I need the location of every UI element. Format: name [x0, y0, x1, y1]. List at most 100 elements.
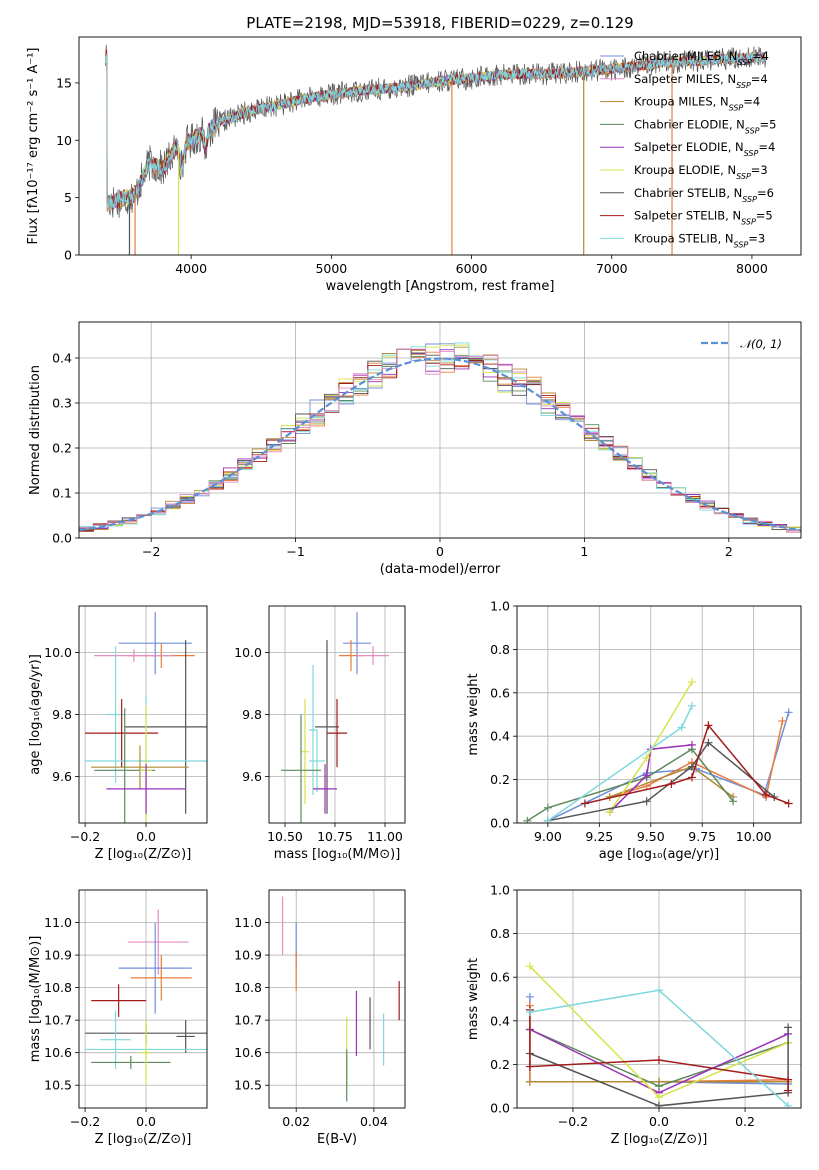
mass_vs_z-axes: −0.2 0.0 10.5 10.6 10.7 10.8 10.9 11.0 Z [log₁₀(… — [28, 890, 207, 1147]
plus-marker — [784, 1023, 793, 1032]
y-tick-label: 0.8 — [490, 926, 510, 941]
weight_vs_age-plot-area — [523, 677, 793, 823]
axes-frame — [78, 605, 208, 824]
y-tick-label: 10.0 — [44, 645, 72, 660]
x-axis-label: wavelength [Angstrom, rest frame] — [326, 279, 555, 294]
plus-marker — [667, 779, 676, 788]
plus-marker — [677, 723, 686, 732]
weight-series-chabrier-stelib — [547, 741, 775, 822]
data-point — [118, 612, 192, 675]
data-point — [315, 640, 339, 814]
y-tick-label: 9.8 — [52, 707, 72, 722]
plus-marker — [655, 1093, 663, 1102]
x-axis-label: Z [log₁₀(Z/Z⊙)] — [611, 1132, 708, 1147]
x-tick-label: −0.2 — [70, 829, 100, 844]
residuals-plot-area — [79, 342, 801, 533]
x-tick-label: 8000 — [736, 261, 768, 276]
y-tick-label: 0.2 — [490, 1057, 510, 1072]
data-point — [94, 649, 174, 662]
x-tick-label: 0.04 — [360, 1114, 388, 1129]
y-tick-label: 0.4 — [490, 1013, 510, 1028]
plus-marker — [642, 797, 651, 806]
plus-marker — [704, 738, 713, 747]
axes-frame — [516, 889, 802, 1109]
x-tick-label: −1 — [286, 544, 304, 559]
axes-frame — [78, 889, 208, 1109]
y-tick-label: 10.9 — [44, 948, 72, 963]
legend-label: Chabrier ELODIE, NSSP=5 — [634, 117, 776, 135]
plus-marker — [543, 816, 552, 823]
x-tick-label: −0.2 — [558, 1114, 588, 1129]
x-tick-label: 9.75 — [688, 829, 716, 844]
age_vs_z-axes: −0.2 0.0 9.6 9.8 10.0 Z [log₁₀(Z/Z⊙)] age [log… — [28, 606, 207, 862]
plus-marker — [784, 1075, 793, 1084]
y-tick-label: 10.0 — [234, 645, 262, 660]
x-tick-label: 5000 — [315, 261, 347, 276]
data-point — [118, 922, 192, 1014]
plus-marker — [784, 708, 793, 717]
legend-label: Kroupa STELIB, NSSP=3 — [634, 231, 765, 249]
plus-marker — [525, 962, 534, 971]
x-tick-label: 11.00 — [367, 829, 403, 844]
spectrum-plot-area — [105, 44, 767, 255]
data-point — [127, 909, 189, 975]
weight-series-chabrier-miles — [547, 712, 790, 822]
y-tick-label: 5 — [64, 190, 72, 205]
axes-frame — [268, 605, 406, 824]
y-tick-label: 15 — [56, 75, 72, 90]
plus-marker — [687, 701, 696, 710]
y-tick-label: 0.6 — [490, 970, 510, 985]
data-point — [100, 1010, 131, 1069]
y-tick-label: 10.6 — [44, 1045, 72, 1060]
y-tick-label: 0.1 — [52, 486, 72, 501]
x-tick-label: 0.0 — [136, 829, 156, 844]
x-tick-label: −0.2 — [70, 1114, 100, 1129]
spectrum-line-kroupa-stelib — [105, 52, 767, 210]
plus-marker — [523, 816, 532, 823]
y-tick-label: 0.2 — [490, 772, 510, 787]
plus-marker — [729, 797, 738, 806]
y-tick-label: 10.8 — [234, 980, 262, 995]
plus-marker — [642, 771, 651, 780]
age_vs_mass-axes: 10.50 10.75 11.00 9.6 9.8 10.0 mass [log₁₀(M/M… — [234, 606, 405, 862]
x-tick-label: 0.0 — [136, 1114, 156, 1129]
axes-frame — [516, 605, 802, 824]
data-point — [176, 1020, 195, 1053]
data-point — [313, 764, 337, 814]
weight-series-salpeter-stelib — [584, 723, 789, 805]
mass_vs_z-plot-area — [85, 909, 207, 1086]
y-tick-label: 10.9 — [234, 948, 262, 963]
y-tick-label: 10.6 — [234, 1045, 262, 1060]
weight-series-chabrier-stelib — [529, 1027, 789, 1107]
legend-label: Salpeter STELIB, NSSP=5 — [634, 209, 773, 227]
y-tick-label: 11.0 — [44, 915, 72, 930]
data-point — [309, 664, 317, 796]
x-tick-label: 2 — [725, 544, 733, 559]
plus-marker — [784, 799, 793, 808]
plus-marker — [778, 717, 787, 726]
y-tick-label: 9.8 — [242, 707, 262, 722]
data-point — [91, 984, 147, 1017]
data-point — [91, 745, 189, 789]
y-axis-label: mass [log₁₀(M/M⊙)] — [28, 936, 43, 1063]
plus-marker — [580, 799, 589, 808]
plus-marker — [687, 677, 696, 686]
spectrum-legend: Chabrier MILES, NSSP=4 Salpeter MILES, NS… — [600, 49, 776, 249]
plus-marker — [605, 808, 614, 817]
plus-marker — [687, 740, 696, 749]
weight_vs_z-axes: −0.2 0.0 0.2 0.0 0.2 0.4 0.6 0.8 1.0 Z [log₁₀(Z/Z… — [466, 883, 801, 1147]
y-tick-label: 0.8 — [490, 642, 510, 657]
x-tick-label: 0 — [436, 544, 444, 559]
x-tick-label: 10.00 — [736, 829, 772, 844]
plus-marker — [525, 1077, 534, 1086]
legend-label: Kroupa ELODIE, NSSP=3 — [634, 163, 768, 181]
y-tick-label: 11.0 — [234, 915, 262, 930]
axes-frame — [78, 36, 802, 256]
y-tick-label: 9.6 — [242, 769, 262, 784]
x-tick-label: 7000 — [596, 261, 628, 276]
data-point — [281, 714, 321, 823]
x-axis-label: age [log₁₀(age/yr)] — [599, 847, 720, 862]
data-point — [106, 764, 186, 814]
data-point — [91, 1055, 171, 1069]
